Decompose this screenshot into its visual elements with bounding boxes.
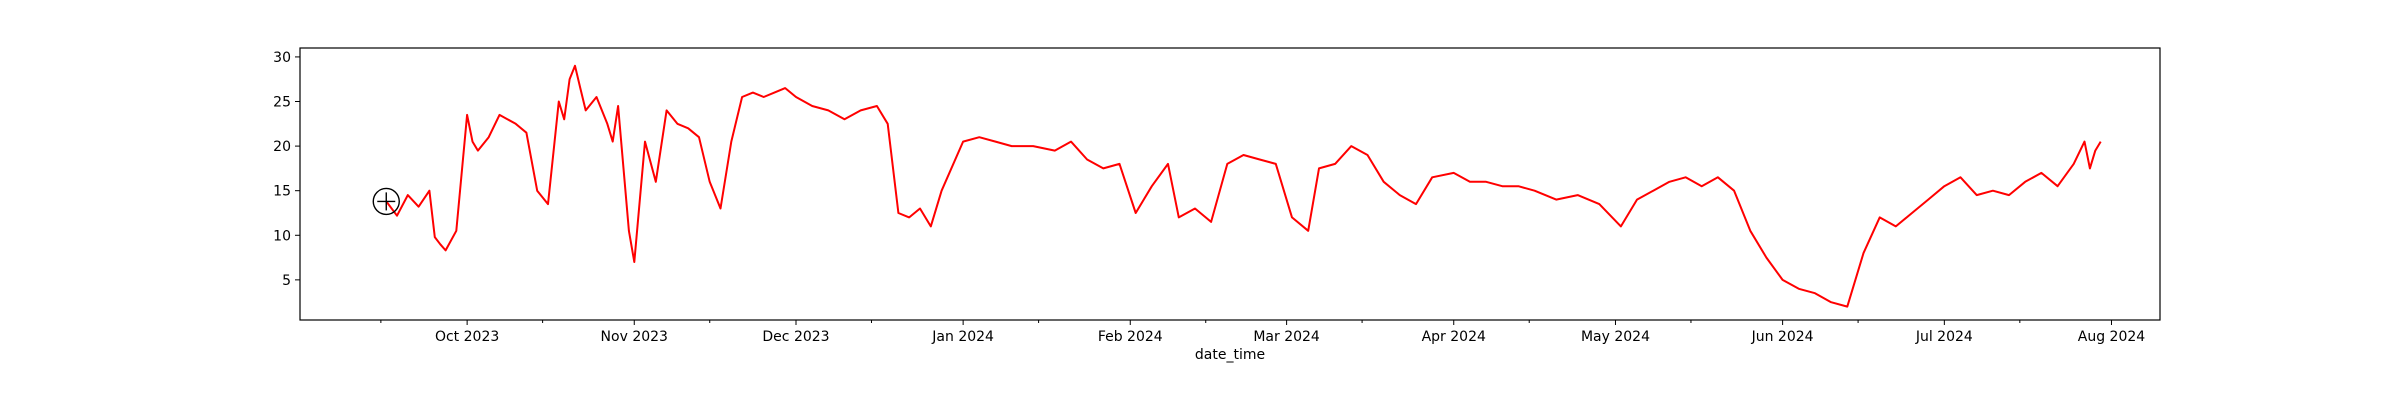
y-tick-label: 20: [273, 139, 291, 155]
y-tick-label: 30: [273, 50, 291, 66]
x-tick-label: Feb 2024: [1098, 329, 1163, 345]
y-tick-label: 15: [273, 184, 291, 200]
y-tick-label: 25: [273, 95, 291, 111]
x-axis-label: date_time: [1195, 347, 1265, 363]
x-tick-label: Aug 2024: [2078, 329, 2146, 345]
crosshair-marker-icon: [372, 187, 400, 216]
x-tick-label: Jul 2024: [1915, 329, 1973, 345]
x-tick-label: Jun 2024: [1751, 329, 1814, 345]
x-tick-label: Mar 2024: [1253, 329, 1320, 345]
y-axis: 5 10 15 20 25 30: [273, 50, 300, 289]
x-tick-label: Oct 2023: [435, 329, 499, 345]
x-tick-label: Apr 2024: [1422, 329, 1486, 345]
plot-area: [299, 47, 2161, 321]
x-axis: Oct 2023 Nov 2023 Dec 2023 Jan 2024 Feb 2024…: [380, 320, 2146, 345]
data-series-line: [385, 64, 2102, 308]
y-tick-label: 5: [282, 273, 291, 289]
y-tick-label: 10: [273, 228, 291, 244]
x-tick-label: Jan 2024: [931, 329, 994, 345]
x-tick-label: Dec 2023: [762, 329, 829, 345]
marker-circle: [372, 187, 400, 216]
x-tick-label: May 2024: [1581, 329, 1650, 345]
plot-frame: [299, 47, 2161, 321]
x-tick-label: Nov 2023: [601, 329, 668, 345]
